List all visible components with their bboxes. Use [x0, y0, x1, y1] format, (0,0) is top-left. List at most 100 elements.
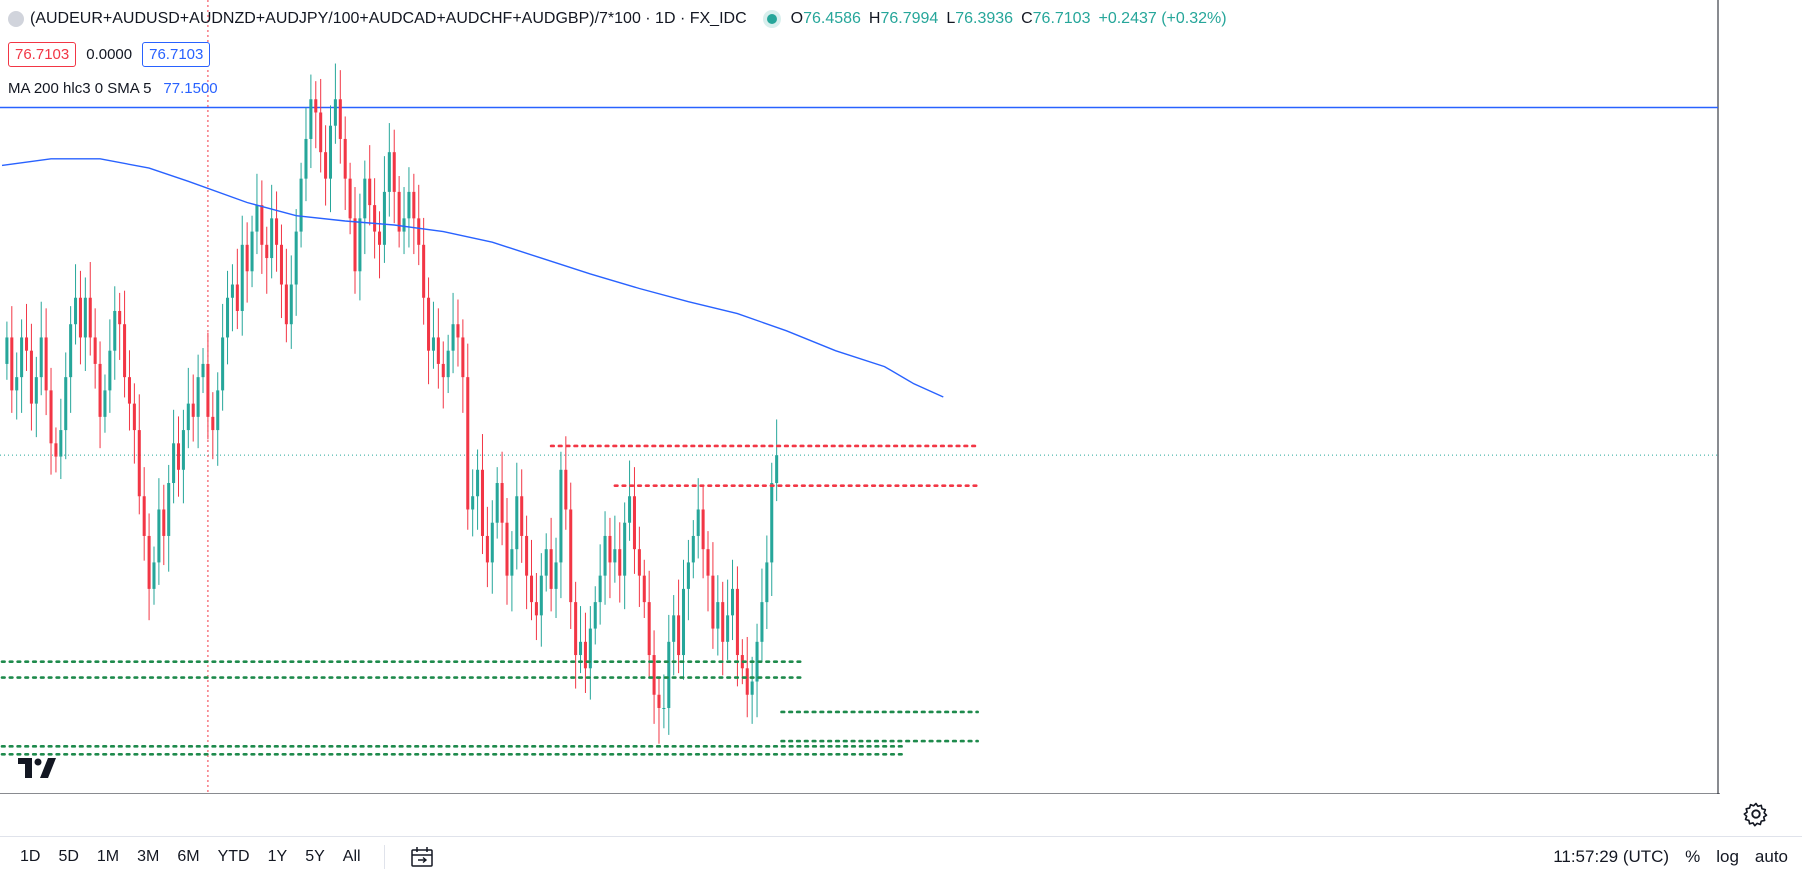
candle-body[interactable] [226, 297, 230, 338]
candle-body[interactable] [245, 244, 249, 272]
candle-body[interactable] [39, 337, 43, 378]
candle-body[interactable] [603, 535, 607, 576]
candle-body[interactable] [113, 310, 117, 351]
candle-body[interactable] [206, 363, 210, 417]
candle-body[interactable] [176, 443, 181, 470]
sell-price-button[interactable]: 76.7103 [8, 42, 77, 67]
candle-body[interactable] [152, 562, 156, 589]
candle-body[interactable] [775, 455, 779, 484]
candle-body[interactable] [343, 138, 347, 179]
candle-body[interactable] [196, 377, 200, 417]
candle-body[interactable] [613, 549, 617, 563]
candle-body[interactable] [721, 602, 725, 642]
percent-scale-toggle[interactable]: % [1685, 847, 1701, 866]
candle-body[interactable] [554, 562, 558, 589]
settings-gear-icon[interactable] [1742, 800, 1770, 828]
candle-body[interactable] [564, 469, 568, 510]
candle-body[interactable] [201, 363, 205, 378]
candle-body[interactable] [250, 231, 254, 272]
candle-body[interactable] [377, 231, 382, 245]
candle-body[interactable] [750, 681, 754, 695]
candle-body[interactable] [74, 297, 78, 325]
candle-body[interactable] [211, 416, 215, 431]
candle-body[interactable] [534, 602, 538, 616]
buy-price-button[interactable]: 76.7103 [142, 42, 211, 67]
candle-body[interactable] [539, 575, 543, 616]
range-5d-button[interactable]: 5D [58, 848, 79, 865]
price-chart[interactable]: 80.000079.500079.000078.500078.000077.50… [0, 0, 1720, 794]
candle-body[interactable] [289, 284, 293, 325]
tradingview-logo-icon[interactable] [18, 758, 56, 778]
candle-body[interactable] [382, 191, 386, 245]
range-all-button[interactable]: All [342, 848, 361, 865]
candle-body[interactable] [368, 178, 372, 206]
candle-body[interactable] [485, 535, 489, 563]
candle-body[interactable] [20, 337, 24, 378]
range-1y-button[interactable]: 1Y [267, 848, 288, 865]
candle-body[interactable] [294, 231, 298, 285]
candle-body[interactable] [132, 403, 136, 431]
candle-body[interactable] [59, 430, 63, 457]
ma200-line[interactable] [1, 158, 944, 398]
candle-body[interactable] [255, 205, 259, 232]
candle-body[interactable] [15, 377, 19, 391]
range-ytd-button[interactable]: YTD [217, 848, 250, 865]
range-1d-button[interactable]: 1D [20, 848, 41, 865]
candle-body[interactable] [520, 496, 524, 536]
candle-body[interactable] [681, 588, 686, 656]
candle-body[interactable] [745, 668, 749, 695]
candle-body[interactable] [147, 535, 151, 589]
candle-body[interactable] [123, 324, 127, 378]
candle-body[interactable] [735, 588, 739, 656]
auto-scale-toggle[interactable]: auto [1754, 847, 1788, 866]
candle-body[interactable] [579, 641, 583, 656]
candle-body[interactable] [417, 218, 421, 245]
candle-body[interactable] [397, 191, 401, 232]
candle-body[interactable] [328, 125, 333, 179]
candle-body[interactable] [103, 390, 107, 417]
candle-body[interactable] [5, 337, 9, 364]
candle-body[interactable] [373, 205, 377, 232]
candle-body[interactable] [299, 178, 303, 232]
range-3m-button[interactable]: 3M [137, 848, 160, 865]
candle-body[interactable] [427, 297, 431, 351]
candle-body[interactable] [83, 297, 87, 338]
candle-body[interactable] [642, 575, 646, 603]
log-scale-toggle[interactable]: log [1716, 847, 1739, 866]
candle-body[interactable] [770, 483, 774, 563]
candle-body[interactable] [324, 152, 328, 179]
candle-body[interactable] [304, 138, 308, 179]
candle-body[interactable] [525, 535, 529, 576]
candle-body[interactable] [647, 602, 651, 656]
candle-body[interactable] [701, 509, 705, 550]
candle-body[interactable] [515, 496, 519, 550]
candle-body[interactable] [392, 152, 396, 192]
candle-body[interactable] [167, 483, 171, 536]
candle-body[interactable] [319, 112, 323, 153]
candle-body[interactable] [186, 403, 190, 431]
candle-body[interactable] [480, 469, 485, 536]
ma-label[interactable]: MA 200 hlc3 0 SMA 5 [8, 80, 152, 97]
candle-body[interactable] [495, 483, 499, 523]
candle-body[interactable] [583, 641, 587, 669]
candle-body[interactable] [677, 615, 681, 656]
candle-body[interactable] [191, 403, 195, 417]
candle-body[interactable] [118, 310, 122, 325]
candle-body[interactable] [162, 509, 166, 536]
candle-body[interactable] [686, 562, 690, 589]
candle-body[interactable] [574, 602, 578, 656]
candle-body[interactable] [431, 337, 435, 351]
candle-body[interactable] [500, 483, 504, 523]
chart-area[interactable]: 80.000079.500079.000078.500078.000077.50… [0, 0, 1720, 794]
candle-body[interactable] [632, 496, 636, 550]
candle-body[interactable] [765, 562, 769, 603]
candle-body[interactable] [490, 522, 494, 563]
candle-body[interactable] [108, 350, 112, 391]
candle-body[interactable] [216, 390, 220, 431]
candle-body[interactable] [667, 641, 671, 708]
candle-body[interactable] [559, 469, 563, 563]
candle-body[interactable] [451, 324, 455, 351]
candle-body[interactable] [34, 377, 38, 404]
candle-body[interactable] [358, 218, 362, 272]
symbol-title[interactable]: (AUDEUR+AUDUSD+AUDNZD+AUDJPY/100+AUDCAD+… [30, 10, 747, 27]
